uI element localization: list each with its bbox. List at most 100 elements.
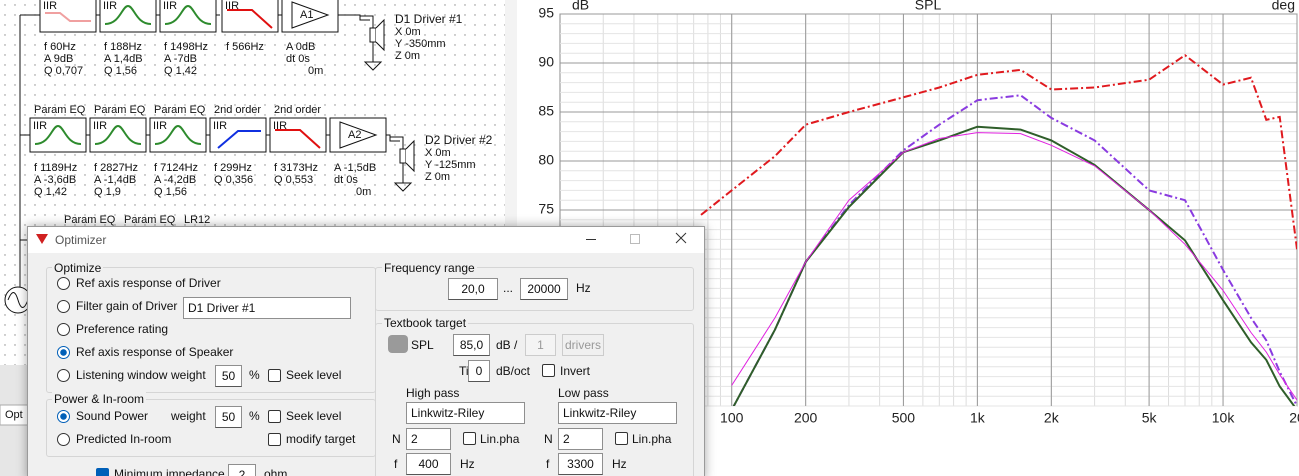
- close[interactable]: [674, 229, 688, 247]
- filter-block[interactable]: [29, 117, 87, 153]
- group: [46, 399, 376, 457]
- radio-label[interactable]: Ref axis response of Speaker: [76, 345, 234, 359]
- radio[interactable]: [57, 277, 70, 290]
- radio[interactable]: [57, 300, 70, 313]
- checkbox-label[interactable]: Lin.pha: [480, 432, 520, 446]
- wire: [386, 134, 400, 142]
- freq-input[interactable]: 3300: [558, 453, 603, 475]
- y-tick-label: 90: [538, 54, 554, 70]
- checkbox-label[interactable]: Lin.pha: [632, 432, 672, 446]
- checkbox-label[interactable]: Seek level: [286, 409, 342, 423]
- block-param: Q 0,356: [214, 174, 253, 186]
- filter-type-select[interactable]: Linkwitz-Riley: [406, 402, 525, 424]
- wire: [338, 14, 370, 21]
- radio[interactable]: [57, 410, 70, 423]
- radio[interactable]: [57, 369, 70, 382]
- checkbox[interactable]: [542, 364, 555, 377]
- tab-label[interactable]: Opt: [5, 409, 23, 421]
- driver-select[interactable]: D1 Driver #1: [183, 297, 351, 319]
- block-param: A -4,2dB: [154, 174, 196, 186]
- generator-wave: [7, 292, 29, 308]
- label: Low pass: [558, 386, 609, 400]
- filter-block[interactable]: [221, 0, 279, 33]
- radio[interactable]: [57, 346, 70, 359]
- driver-name: D1 Driver #1: [395, 12, 463, 26]
- filter-icon: [34, 124, 82, 145]
- amp-title: A2: [348, 129, 361, 141]
- block-param: Q 1,56: [104, 65, 137, 77]
- checkbox[interactable]: [268, 433, 281, 446]
- group: [375, 267, 694, 311]
- weight-input[interactable]: 50: [215, 406, 242, 428]
- checkbox[interactable]: [615, 432, 628, 445]
- impedance-input[interactable]: 2: [228, 464, 256, 476]
- radio-label[interactable]: Ref axis response of Driver: [76, 276, 221, 290]
- tilt-input[interactable]: 0: [468, 360, 490, 382]
- target-icon[interactable]: [388, 335, 408, 353]
- minimize[interactable]: [586, 239, 596, 240]
- checkbox-label[interactable]: Seek level: [286, 368, 342, 382]
- block-param: Q 1,56: [154, 186, 187, 198]
- filter-type-select[interactable]: Linkwitz-Riley: [558, 402, 677, 424]
- radio[interactable]: [57, 323, 70, 336]
- block-param: f 1189Hz: [34, 162, 77, 174]
- order-select[interactable]: 2: [558, 428, 603, 450]
- group-label: Optimize: [52, 261, 104, 275]
- x-tick-label: 500: [892, 410, 916, 426]
- block-param: f 60Hz: [44, 41, 76, 53]
- separator: ...: [503, 281, 514, 295]
- label: High pass: [406, 386, 460, 400]
- radio-label[interactable]: Predicted In-room: [76, 432, 172, 446]
- driver-param: Y -350mm: [395, 38, 446, 50]
- speaker-cone: [375, 18, 385, 52]
- group-label: Frequency range: [382, 261, 477, 275]
- spl-input[interactable]: 85,0: [453, 334, 490, 356]
- freq-input[interactable]: 400: [406, 453, 451, 475]
- block-param: f 1498Hz: [164, 41, 208, 53]
- x-tick-label: 100: [720, 410, 744, 426]
- speaker-cone: [405, 139, 415, 173]
- y-axis-label: dB: [572, 0, 589, 13]
- weight-input[interactable]: 50: [215, 365, 242, 387]
- order-select[interactable]: 2: [406, 428, 451, 450]
- checkbox-label[interactable]: Invert: [560, 364, 591, 378]
- maximize[interactable]: [630, 234, 640, 244]
- checkbox[interactable]: [268, 410, 281, 423]
- freq-to[interactable]: 20000: [520, 278, 568, 300]
- title-bar: [28, 227, 704, 253]
- block-title: IIR: [153, 120, 167, 132]
- block-param: Q 1,42: [164, 65, 197, 77]
- block-param: A -7dB: [164, 53, 197, 65]
- block-param: f 566Hz: [226, 41, 264, 53]
- group: [375, 323, 694, 476]
- checkbox[interactable]: [96, 468, 109, 476]
- wire: [390, 136, 404, 149]
- series-line: [732, 125, 1296, 406]
- block-title: IIR: [33, 120, 47, 132]
- filter-block[interactable]: [149, 117, 207, 153]
- radio-label[interactable]: Preference rating: [76, 322, 169, 336]
- optimizer-dialog: Optimizer Optimize Ref axis response of Dr…: [27, 226, 705, 476]
- filter-icon: [217, 130, 261, 149]
- checkbox[interactable]: [268, 369, 281, 382]
- series-line: [700, 53, 1297, 250]
- checkbox-label[interactable]: Minimum impedance: [114, 467, 225, 476]
- label: SPL: [411, 338, 434, 352]
- x-tick-label: 2k: [1044, 410, 1060, 426]
- radio-label[interactable]: Sound Power: [76, 409, 149, 423]
- driver-name: D2 Driver #2: [425, 133, 493, 147]
- close-icon[interactable]: [674, 229, 688, 247]
- unit: Hz: [612, 457, 627, 471]
- checkbox-label[interactable]: modify target: [286, 432, 356, 446]
- block-title: IIR: [213, 120, 227, 132]
- freq-from[interactable]: 20,0: [448, 278, 498, 300]
- unit: Hz: [576, 281, 591, 295]
- radio-label[interactable]: Filter gain of Driver: [76, 299, 178, 313]
- driver-param: Z 0m: [395, 50, 420, 62]
- radio[interactable]: [57, 433, 70, 446]
- block-param: Q 1,9: [94, 186, 121, 198]
- chart: 100 200 500 1k 2k 5k 10k 20 75 80 85 90 95 dB SPL deg: [538, 0, 1299, 426]
- checkbox[interactable]: [463, 432, 476, 445]
- radio-label[interactable]: Listening window: [76, 368, 168, 382]
- filter-block[interactable]: [39, 0, 97, 33]
